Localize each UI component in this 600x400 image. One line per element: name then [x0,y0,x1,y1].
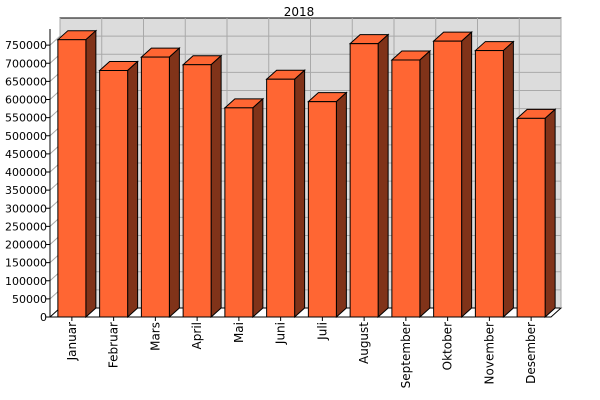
x-tick-label: November [482,322,496,384]
x-tick-label: August [357,322,371,364]
x-tick-label: Desember [524,322,538,384]
bar-front [99,70,129,318]
bar-august [348,33,390,319]
bar-side [252,97,264,319]
y-tick-label: 300000 [5,202,47,215]
bar-april [181,54,223,319]
bar-side [168,46,180,319]
bar-juni [265,69,306,319]
bar-front [224,107,254,318]
bar-side [294,69,306,319]
bar-side [502,40,514,319]
bar-januar [56,29,98,319]
y-tick-label: 700000 [5,57,47,70]
bar-front [266,78,296,318]
y-tick-label: 550000 [5,112,47,125]
y-tick-label: 400000 [5,166,47,179]
y-axis-ticks: 0 50000 100000 150000 200000 250000 300000 3500… [5,39,50,324]
y-tick-label: 0 [40,311,47,324]
bar-side [335,91,347,319]
x-tick-label: April [190,322,204,349]
y-tick-label: 100000 [5,275,47,288]
y-tick-label: 750000 [5,39,47,52]
bar-side [85,29,97,319]
bar-mai [223,97,265,319]
y-tick-label: 150000 [5,257,47,270]
axes [49,29,551,318]
y-tick-label: 50000 [12,293,47,306]
bar-november [474,40,515,319]
x-tick-label: Juni [274,322,288,345]
x-tick-label: Februar [107,322,121,368]
bar-oktober [432,31,473,319]
x-tick-label: Juli [315,322,329,341]
chart-title: 2018 [284,5,315,19]
bar-juli [307,91,348,319]
bar-side [127,60,139,319]
bar-front [391,59,421,318]
bar-side [419,49,431,319]
bar-front [349,43,379,318]
bar-front [516,117,546,318]
x-tick-label: Oktober [441,322,455,370]
y-tick-label: 450000 [5,148,47,161]
x-axis-labels: Januar Februar Mars April Mai Juni Juli August S… [65,317,538,388]
bar-side [461,31,473,319]
bar-side [544,108,556,319]
y-tick-label: 650000 [5,75,47,88]
bar-september [390,49,432,319]
bar-front [57,39,87,318]
bar-side [377,33,389,319]
bar-mars [140,46,181,319]
bar-front [182,64,212,318]
y-tick-label: 350000 [5,184,47,197]
x-tick-label: Mai [232,322,246,343]
x-tick-label: Januar [65,322,79,361]
bar-front [474,50,504,318]
bar-side [210,54,222,319]
bar-front [307,101,337,318]
bar-front [433,40,463,318]
y-tick-label: 500000 [5,130,47,143]
bar-desember [515,108,557,319]
x-tick-label: September [399,322,413,388]
bar-front [140,56,170,318]
y-tick-label: 250000 [5,220,47,233]
x-tick-label: Mars [148,322,162,351]
y-tick-label: 200000 [5,239,47,252]
y-tick-label: 600000 [5,94,47,107]
bar-februar [98,60,139,319]
bar-series [56,29,557,319]
